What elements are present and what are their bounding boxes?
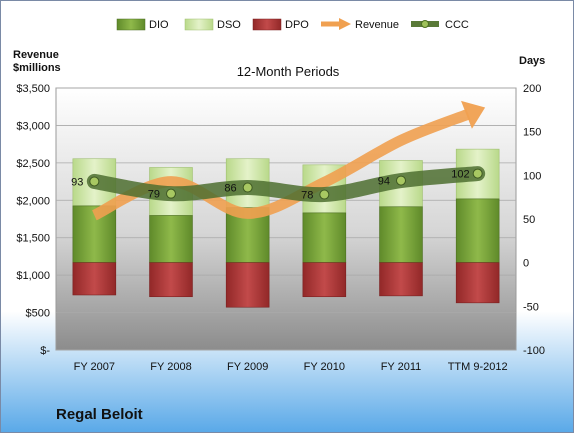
- right-tick-label: 0: [523, 258, 529, 270]
- revenue-series: [91, 100, 486, 221]
- legend-ccc-swatch: [411, 20, 439, 28]
- right-axis-title: Days: [519, 55, 545, 67]
- ccc-data-label: 86: [224, 183, 236, 195]
- bar-dio: [149, 215, 193, 263]
- right-tick-label: 100: [523, 170, 541, 182]
- ccc-point: [472, 168, 483, 179]
- left-tick-label: $1,500: [16, 233, 50, 245]
- bar-dio: [379, 206, 423, 263]
- gridlines: [56, 87, 516, 351]
- ccc-data-label: 78: [301, 190, 313, 202]
- bar-dio: [302, 212, 347, 263]
- right-tick-label: -50: [523, 301, 539, 313]
- legend-ccc-label: CCC: [445, 19, 469, 31]
- revenue-arrowhead: [461, 100, 486, 129]
- category-label: FY 2007: [74, 361, 115, 373]
- legend: DIO DSO DPO Revenue CCC: [116, 18, 469, 31]
- ccc-point: [242, 182, 253, 193]
- legend-dpo-label: DPO: [285, 19, 309, 31]
- bar-dpo: [302, 262, 347, 298]
- category-label: FY 2009: [227, 361, 268, 373]
- bar-dpo: [455, 262, 500, 304]
- ccc-line: [86, 166, 486, 203]
- left-axis-ticks: $- $500 $1,000 $1,500 $2,000 $2,500 $3,000 $3,5…: [16, 83, 50, 357]
- left-tick-label: $2,500: [16, 158, 50, 170]
- legend-dso-swatch: [184, 18, 214, 31]
- right-tick-label: 50: [523, 214, 535, 226]
- category-label: TTM 9-2012: [448, 361, 508, 373]
- ccc-data-label: 102: [451, 169, 469, 181]
- left-tick-label: $-: [40, 345, 50, 357]
- ccc-point: [319, 189, 330, 200]
- legend-dso-label: DSO: [217, 19, 241, 31]
- plot-area: [55, 87, 517, 351]
- company-name: Regal Beloit: [56, 406, 143, 423]
- category-label: FY 2011: [381, 361, 422, 373]
- right-tick-label: 200: [523, 83, 541, 95]
- ccc-point: [89, 176, 100, 187]
- left-tick-label: $1,000: [16, 270, 50, 282]
- left-tick-label: $3,000: [16, 120, 50, 132]
- category-label: FY 2010: [304, 361, 345, 373]
- legend-revenue-swatch: [321, 18, 351, 30]
- bar-dio: [72, 205, 117, 263]
- revenue-line: [91, 108, 471, 221]
- legend-dpo-swatch: [252, 18, 282, 31]
- bar-dpo: [149, 262, 193, 298]
- bar-dio: [455, 198, 500, 263]
- ccc-data-label: 94: [378, 176, 390, 188]
- bar-dpo: [379, 262, 423, 297]
- legend-dio-swatch: [116, 18, 146, 31]
- left-tick-label: $3,500: [16, 83, 50, 95]
- left-axis-title-line2: $millions: [13, 62, 61, 74]
- legend-revenue-label: Revenue: [355, 19, 399, 31]
- left-axis-title-line1: Revenue: [13, 49, 59, 61]
- ccc-point: [396, 175, 406, 186]
- bar-dpo: [72, 262, 117, 296]
- bar-dpo: [225, 262, 270, 308]
- ccc-point: [166, 188, 176, 199]
- ccc-series: 93 79 86 78 94 102: [71, 166, 486, 203]
- right-tick-label: -100: [523, 345, 545, 357]
- ccc-data-label: 79: [148, 189, 160, 201]
- chart-subtitle: 12-Month Periods: [237, 64, 340, 79]
- right-tick-label: 150: [523, 127, 541, 139]
- category-label: FY 2008: [150, 361, 191, 373]
- legend-dio-label: DIO: [149, 19, 169, 31]
- left-tick-label: $2,000: [16, 195, 50, 207]
- right-axis-ticks: -100 -50 0 50 100 150 200: [523, 83, 545, 357]
- category-labels: FY 2007 FY 2008 FY 2009 FY 2010 FY 2011 TTM 9…: [74, 361, 508, 373]
- ccc-data-label: 93: [71, 176, 83, 188]
- left-tick-label: $500: [26, 308, 50, 320]
